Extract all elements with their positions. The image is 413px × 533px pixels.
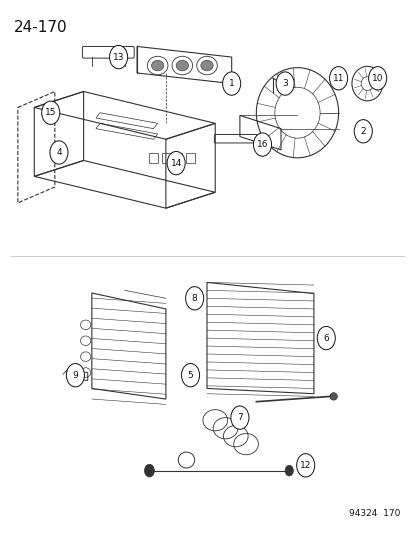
Text: 8: 8: [191, 294, 197, 303]
Text: 9: 9: [72, 370, 78, 379]
Text: 2: 2: [360, 127, 365, 136]
Ellipse shape: [200, 60, 213, 71]
Circle shape: [167, 151, 185, 175]
Circle shape: [109, 45, 127, 69]
Text: 12: 12: [299, 461, 311, 470]
Circle shape: [275, 72, 294, 95]
Text: 16: 16: [256, 140, 268, 149]
Circle shape: [285, 465, 293, 476]
Text: 7: 7: [237, 413, 242, 422]
Circle shape: [66, 364, 84, 387]
Text: 94324  170: 94324 170: [348, 510, 399, 519]
Text: 1: 1: [228, 79, 234, 88]
Text: 10: 10: [371, 74, 382, 83]
Text: 5: 5: [187, 370, 193, 379]
Text: 6: 6: [323, 334, 328, 343]
Text: 4: 4: [56, 148, 62, 157]
Circle shape: [222, 72, 240, 95]
Circle shape: [316, 326, 335, 350]
Circle shape: [185, 287, 203, 310]
Text: 13: 13: [113, 53, 124, 62]
Circle shape: [253, 133, 271, 156]
Circle shape: [144, 464, 154, 477]
Circle shape: [181, 364, 199, 387]
Circle shape: [50, 141, 68, 164]
Circle shape: [329, 67, 347, 90]
Circle shape: [42, 101, 59, 124]
Ellipse shape: [151, 60, 164, 71]
Text: 14: 14: [170, 159, 181, 167]
Text: 11: 11: [332, 74, 344, 83]
Circle shape: [230, 406, 248, 429]
Text: 15: 15: [45, 108, 56, 117]
Ellipse shape: [176, 60, 188, 71]
Text: 24-170: 24-170: [14, 20, 67, 35]
Circle shape: [368, 67, 386, 90]
Circle shape: [296, 454, 314, 477]
Circle shape: [354, 119, 371, 143]
Ellipse shape: [329, 393, 337, 400]
Text: 3: 3: [282, 79, 287, 88]
